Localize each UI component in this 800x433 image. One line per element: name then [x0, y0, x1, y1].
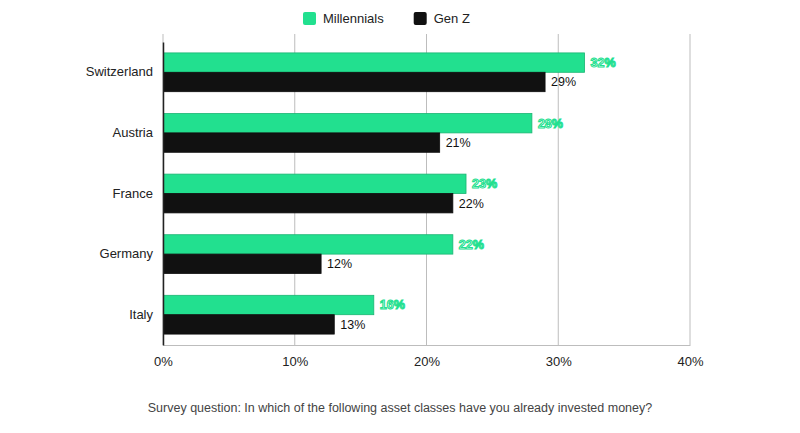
data-label: 22% — [459, 197, 484, 211]
bar — [163, 295, 374, 314]
bar — [163, 174, 466, 193]
x-tick-label: 0% — [154, 354, 173, 369]
x-tick: 20% — [414, 345, 440, 369]
legend-label: Millennials — [323, 11, 384, 26]
data-label: 22% — [459, 238, 484, 252]
y-tick-label: France — [113, 186, 153, 201]
bars — [163, 53, 585, 334]
data-label: 21% — [446, 136, 471, 150]
bar — [163, 235, 453, 254]
y-axis-line — [163, 43, 165, 346]
legend-item: Gen Z — [414, 11, 470, 26]
x-tick: 0% — [154, 345, 173, 369]
x-tick-label: 40% — [677, 354, 703, 369]
bar — [163, 72, 545, 91]
y-tick-label: Italy — [129, 307, 153, 322]
y-tick: France — [113, 186, 163, 201]
legend-label: Gen Z — [434, 11, 470, 26]
legend: Millennials Gen Z — [303, 11, 470, 26]
y-axis: Switzerland Austria France Germany Italy — [86, 43, 164, 346]
x-axis-title: Survey question: In which of the followi… — [148, 401, 652, 415]
y-tick: Germany — [100, 246, 163, 261]
grid — [163, 34, 690, 345]
y-tick-label: Germany — [100, 246, 154, 261]
bar — [163, 133, 440, 152]
chart: 0% 10% 20% 30% 40% Switzerland Austria France Ge… — [0, 0, 800, 433]
bar-series — [163, 53, 585, 315]
x-axis: 0% 10% 20% 30% 40% — [154, 345, 704, 369]
bar — [163, 315, 334, 334]
bar — [163, 254, 321, 273]
x-axis-line — [164, 345, 691, 346]
bar-series — [163, 72, 545, 334]
data-label: 23% — [472, 177, 497, 191]
data-label: 28% — [538, 117, 563, 131]
data-labels: 32% 28% 23% 22% 16% 29% 21% 22% 12% 13% — [327, 56, 616, 332]
data-label: 16% — [380, 298, 405, 312]
legend-swatch — [303, 12, 316, 25]
y-tick-label: Austria — [113, 125, 154, 140]
bar — [163, 53, 585, 72]
data-label: 12% — [327, 257, 352, 271]
grid-line — [163, 34, 164, 345]
y-tick: Austria — [113, 125, 163, 140]
legend-swatch — [414, 12, 427, 25]
data-label: 13% — [340, 318, 365, 332]
x-tick: 30% — [546, 345, 572, 369]
y-tick: Switzerland — [86, 64, 163, 79]
data-label: 29% — [551, 75, 576, 89]
bar — [163, 114, 532, 133]
y-tick: Italy — [129, 307, 163, 322]
x-tick-label: 10% — [282, 354, 308, 369]
bar — [163, 194, 453, 213]
legend-item: Millennials — [303, 11, 384, 26]
x-tick: 10% — [282, 345, 308, 369]
x-tick-label: 20% — [414, 354, 440, 369]
x-tick: 40% — [677, 345, 703, 369]
x-tick-label: 30% — [546, 354, 572, 369]
y-tick-label: Switzerland — [86, 64, 153, 79]
data-label: 32% — [591, 56, 616, 70]
grid-line — [690, 34, 691, 345]
